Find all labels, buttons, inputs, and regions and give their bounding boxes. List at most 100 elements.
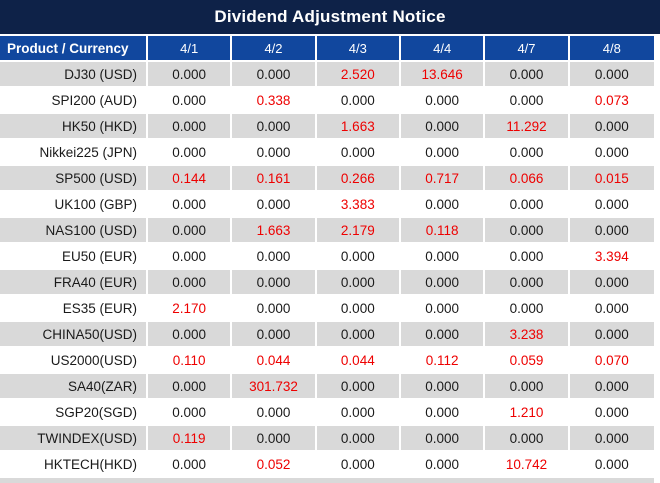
table-row: HKTECH(HKD) 0.000 0.052 0.000 0.000 10.742 0.0… xyxy=(0,452,654,478)
value-cell: 0.000 xyxy=(148,322,233,348)
value-cell: 0.000 xyxy=(316,322,401,348)
column-header-product-currency: Product / Currency xyxy=(0,36,148,62)
value-cell: 0.110 xyxy=(148,348,233,374)
table-row: DJ30 (USD) 0.000 0.000 2.520 13.646 0.000 0.00… xyxy=(0,62,654,88)
table-row: Nikkei225 (JPN) 0.000 0.000 0.000 0.000 0.000… xyxy=(0,140,654,166)
value-cell: 0.000 xyxy=(316,88,401,114)
table-row: NAS100 (USD) 0.000 1.663 2.179 0.118 0.000 0.0… xyxy=(0,218,654,244)
value-cell: 0.066 xyxy=(485,166,570,192)
value-cell: 0.000 xyxy=(316,452,401,478)
page-title: Dividend Adjustment Notice xyxy=(214,7,446,26)
product-cell: EU50 (EUR) xyxy=(0,244,148,270)
product-cell: UK100 (GBP) xyxy=(0,192,148,218)
product-cell: SP500 (USD) xyxy=(0,166,148,192)
value-cell: 0.000 xyxy=(569,296,654,322)
value-cell: 3.394 xyxy=(569,244,654,270)
value-cell: 0.000 xyxy=(232,322,317,348)
value-cell: 0.000 xyxy=(148,114,233,140)
value-cell: 0.000 xyxy=(148,244,233,270)
product-cell: DJ30 (USD) xyxy=(0,62,148,88)
product-cell: FRA40 (EUR) xyxy=(0,270,148,296)
value-cell: 0.717 xyxy=(400,166,486,192)
table-body: DJ30 (USD) 0.000 0.000 2.520 13.646 0.000 0.00… xyxy=(0,62,654,478)
table-row: ES35 (EUR) 2.170 0.000 0.000 0.000 0.000 0.000 xyxy=(0,296,654,322)
value-cell: 1.663 xyxy=(232,218,317,244)
value-cell: 0.000 xyxy=(400,88,486,114)
value-cell: 0.000 xyxy=(400,140,486,166)
value-cell: 0.161 xyxy=(232,166,317,192)
value-cell: 11.292 xyxy=(485,114,570,140)
value-cell: 0.070 xyxy=(569,348,654,374)
table-row: CHINA50(USD) 0.000 0.000 0.000 0.000 3.238 0.0… xyxy=(0,322,654,348)
value-cell: 3.383 xyxy=(316,192,401,218)
value-cell: 0.000 xyxy=(232,400,317,426)
value-cell: 0.000 xyxy=(316,270,401,296)
value-cell: 0.000 xyxy=(569,192,654,218)
value-cell: 10.742 xyxy=(485,452,570,478)
value-cell: 0.000 xyxy=(400,296,486,322)
value-cell: 0.000 xyxy=(316,140,401,166)
value-cell: 0.000 xyxy=(569,62,654,88)
value-cell: 0.000 xyxy=(569,218,654,244)
value-cell: 0.000 xyxy=(485,374,570,400)
value-cell: 1.663 xyxy=(316,114,401,140)
table-row: SP500 (USD) 0.144 0.161 0.266 0.717 0.066 0.01… xyxy=(0,166,654,192)
value-cell: 0.000 xyxy=(485,140,570,166)
value-cell: 0.000 xyxy=(569,114,654,140)
value-cell: 0.000 xyxy=(569,140,654,166)
value-cell: 0.000 xyxy=(148,270,233,296)
product-cell: HKTECH(HKD) xyxy=(0,452,148,478)
value-cell: 0.000 xyxy=(316,374,401,400)
value-cell: 0.000 xyxy=(148,192,233,218)
value-cell: 0.000 xyxy=(316,244,401,270)
value-cell: 0.000 xyxy=(232,244,317,270)
value-cell: 0.338 xyxy=(232,88,317,114)
value-cell: 0.000 xyxy=(232,296,317,322)
value-cell: 0.000 xyxy=(400,270,486,296)
value-cell: 0.000 xyxy=(232,114,317,140)
value-cell: 0.000 xyxy=(400,452,486,478)
value-cell: 0.000 xyxy=(569,374,654,400)
value-cell: 0.000 xyxy=(148,400,233,426)
value-cell: 0.000 xyxy=(485,244,570,270)
value-cell: 0.000 xyxy=(400,400,486,426)
value-cell: 0.000 xyxy=(400,322,486,348)
product-cell: SPI200 (AUD) xyxy=(0,88,148,114)
value-cell: 0.000 xyxy=(485,192,570,218)
value-cell: 0.000 xyxy=(148,88,233,114)
product-cell: US2000(USD) xyxy=(0,348,148,374)
value-cell: 0.000 xyxy=(485,270,570,296)
value-cell: 0.000 xyxy=(148,452,233,478)
value-cell: 0.000 xyxy=(316,296,401,322)
table-row: FRA40 (EUR) 0.000 0.000 0.000 0.000 0.000 0.00… xyxy=(0,270,654,296)
column-header-date-2: 4/2 xyxy=(232,36,317,62)
value-cell: 0.000 xyxy=(148,140,233,166)
value-cell: 0.000 xyxy=(485,296,570,322)
value-cell: 0.000 xyxy=(400,114,486,140)
value-cell: 0.000 xyxy=(485,62,570,88)
table-row: EU50 (EUR) 0.000 0.000 0.000 0.000 0.000 3.394 xyxy=(0,244,654,270)
value-cell: 0.112 xyxy=(400,348,486,374)
product-cell: NAS100 (USD) xyxy=(0,218,148,244)
product-cell: ES35 (EUR) xyxy=(0,296,148,322)
value-cell: 0.000 xyxy=(316,426,401,452)
value-cell: 0.000 xyxy=(316,400,401,426)
value-cell: 0.000 xyxy=(148,218,233,244)
value-cell: 0.144 xyxy=(148,166,233,192)
column-header-date-5: 4/7 xyxy=(485,36,570,62)
value-cell: 0.000 xyxy=(400,192,486,218)
value-cell: 0.000 xyxy=(485,426,570,452)
bottom-strip xyxy=(0,478,654,483)
value-cell: 0.000 xyxy=(232,62,317,88)
product-cell: TWINDEX(USD) xyxy=(0,426,148,452)
value-cell: 0.015 xyxy=(569,166,654,192)
value-cell: 0.000 xyxy=(485,218,570,244)
value-cell: 0.073 xyxy=(569,88,654,114)
product-cell: Nikkei225 (JPN) xyxy=(0,140,148,166)
table-row: TWINDEX(USD) 0.119 0.000 0.000 0.000 0.000 0.0… xyxy=(0,426,654,452)
value-cell: 0.000 xyxy=(569,400,654,426)
value-cell: 0.000 xyxy=(569,322,654,348)
value-cell: 13.646 xyxy=(400,62,486,88)
table-row: SPI200 (AUD) 0.000 0.338 0.000 0.000 0.000 0.0… xyxy=(0,88,654,114)
